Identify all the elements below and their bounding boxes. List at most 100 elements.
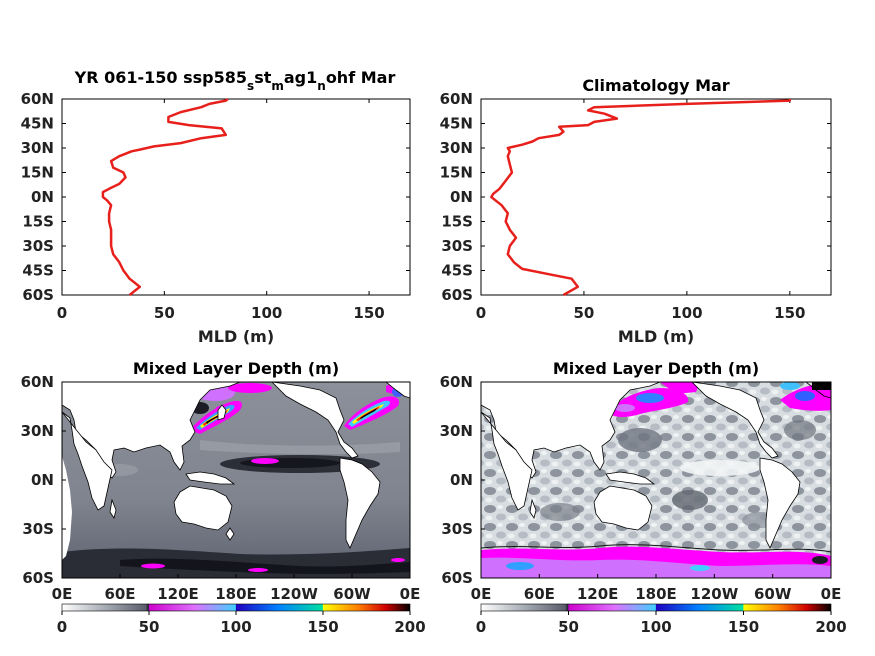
- x-tick-label: 120W: [270, 585, 318, 603]
- panel2-x-ticks: 0 50 100 150: [476, 99, 805, 322]
- panel3-x-ticks: 0E 60E 120E 180E 120W 60W 0E: [52, 574, 421, 603]
- y-tick-label: 60N: [440, 90, 473, 108]
- y-tick-label: 15S: [22, 213, 54, 231]
- x-tick-label: 150: [774, 304, 805, 322]
- panel1-axes-box: [61, 98, 411, 296]
- x-tick-label: 120W: [690, 585, 738, 603]
- panel-mld-map-climatology: Mixed Layer Depth (m): [440, 359, 847, 636]
- y-tick-label: 60S: [441, 569, 473, 587]
- x-tick-label: 120E: [577, 585, 619, 603]
- y-tick-label: 60S: [22, 286, 54, 304]
- y-tick-label: 60S: [22, 569, 54, 587]
- panel3-land: [62, 382, 410, 560]
- panel1-mld-line: [101, 98, 229, 296]
- y-tick-label: 15S: [441, 213, 473, 231]
- colorbar-tick-label: 100: [220, 618, 251, 636]
- y-tick-label: 30N: [21, 422, 54, 440]
- x-tick-label: 0: [476, 304, 486, 322]
- panel2-mld-line: [490, 99, 792, 297]
- x-tick-label: 60W: [754, 585, 792, 603]
- y-tick-label: 0N: [31, 188, 54, 206]
- y-tick-label: 30S: [441, 237, 473, 255]
- colorbar-tick-label: 150: [728, 618, 759, 636]
- y-tick-label: 45N: [440, 115, 473, 133]
- panel1-title-part: ohf Mar: [326, 68, 396, 87]
- panel4-y-ticks: 60N 30N 0N 30S 60S: [440, 373, 485, 587]
- colorbar-tick-label: 150: [307, 618, 338, 636]
- y-tick-label: 30S: [441, 520, 473, 538]
- x-tick-label: 60E: [104, 585, 135, 603]
- x-tick-label: 60E: [524, 585, 555, 603]
- panel3-colorbar: 0 50 100 150 200: [57, 603, 426, 636]
- x-tick-label: 0E: [400, 585, 421, 603]
- x-tick-label: 100: [251, 304, 282, 322]
- panel3-colorbar-strip: [61, 603, 411, 612]
- y-tick-label: 30N: [440, 139, 473, 157]
- panel4-x-ticks: 0E 60E 120E 180E 120W 60W 0E: [471, 574, 842, 603]
- x-tick-label: 50: [154, 304, 175, 322]
- panel1-title-part: ag1: [284, 68, 317, 87]
- panel3-map-field: [62, 382, 410, 578]
- y-tick-label: 60N: [21, 373, 54, 391]
- y-tick-label: 15N: [440, 164, 473, 182]
- panel2-axes-box: [480, 98, 832, 296]
- y-tick-label: 45N: [21, 115, 54, 133]
- colorbar-tick-label: 100: [640, 618, 671, 636]
- panel4-title: Mixed Layer Depth (m): [553, 359, 759, 378]
- y-tick-label: 30N: [440, 422, 473, 440]
- x-tick-label: 60W: [333, 585, 371, 603]
- x-tick-label: 100: [671, 304, 702, 322]
- panel4-colorbar-ticks: 0 50 100 150 200: [476, 611, 847, 636]
- colorbar-tick-label: 50: [558, 618, 579, 636]
- panel4-land: [481, 382, 831, 549]
- panel1-x-ticks: 0 50 100 150: [57, 99, 385, 322]
- panel3-title: Mixed Layer Depth (m): [133, 359, 339, 378]
- panel3-y-ticks: 60N 30N 0N 30S 60S: [21, 373, 66, 587]
- colorbar-tick-label: 200: [394, 618, 425, 636]
- colorbar-tick-label: 0: [476, 618, 486, 636]
- panel1-title: YR 061-150 ssp585sstmag1nohf Mar: [74, 68, 396, 93]
- y-tick-label: 0N: [450, 471, 473, 489]
- panel2-title: Climatology Mar: [582, 76, 729, 95]
- panel2-x-label: MLD (m): [618, 327, 694, 346]
- panel1-title-part: YR 061-150 ssp585: [74, 68, 247, 87]
- x-tick-label: 120E: [157, 585, 199, 603]
- x-tick-label: 180E: [635, 585, 677, 603]
- y-tick-label: 45S: [441, 262, 473, 280]
- panel1-title-part: s: [247, 79, 254, 93]
- panel-mld-map-ssp585: Mixed Layer Depth (m): [21, 359, 426, 636]
- x-tick-label: 150: [353, 304, 384, 322]
- y-tick-label: 30S: [22, 520, 54, 538]
- panel-zonal-mld-climatology: Climatology Mar 60N45N30N15N0N15S30S45S6…: [440, 76, 832, 346]
- panel4-map-field: [481, 382, 831, 578]
- x-tick-label: 0E: [471, 585, 492, 603]
- panel1-y-ticks: 60N 45N 30N 15N 0N 15S 30S 45S 60S: [21, 90, 410, 304]
- x-tick-label: 0E: [821, 585, 842, 603]
- colorbar-tick-label: 50: [139, 618, 160, 636]
- y-tick-label: 60N: [440, 373, 473, 391]
- panel1-title-part: n: [317, 79, 326, 93]
- y-tick-label: 15N: [21, 164, 54, 182]
- y-tick-label: 0N: [31, 471, 54, 489]
- x-tick-label: 180E: [215, 585, 257, 603]
- y-tick-label: 0N: [450, 188, 473, 206]
- panel1-x-label: MLD (m): [198, 327, 274, 346]
- panel2-y-ticks: 60N 45N 30N 15N 0N 15S 30S 45S 60S: [440, 90, 831, 304]
- colorbar-tick-label: 200: [815, 618, 846, 636]
- panel1-title-part: st: [254, 68, 272, 87]
- colorbar-tick-label: 0: [57, 618, 67, 636]
- panel-zonal-mld-ssp585: YR 061-150 ssp585sstmag1nohf Mar 60N 45N 3…: [21, 68, 411, 346]
- y-tick-label: 60S: [441, 286, 473, 304]
- panel1-title-part: m: [271, 79, 284, 93]
- y-tick-label: 60N: [21, 90, 54, 108]
- y-tick-label: 30N: [21, 139, 54, 157]
- panel3-colorbar-ticks: 0 50 100 150 200: [57, 611, 426, 636]
- x-tick-label: 50: [574, 304, 595, 322]
- y-tick-label: 30S: [22, 237, 54, 255]
- panel4-colorbar-strip: [480, 603, 832, 612]
- x-tick-label: 0E: [52, 585, 73, 603]
- panel4-colorbar: 0 50 100 150 200: [476, 603, 847, 636]
- y-tick-label: 45S: [22, 262, 54, 280]
- x-tick-label: 0: [57, 304, 67, 322]
